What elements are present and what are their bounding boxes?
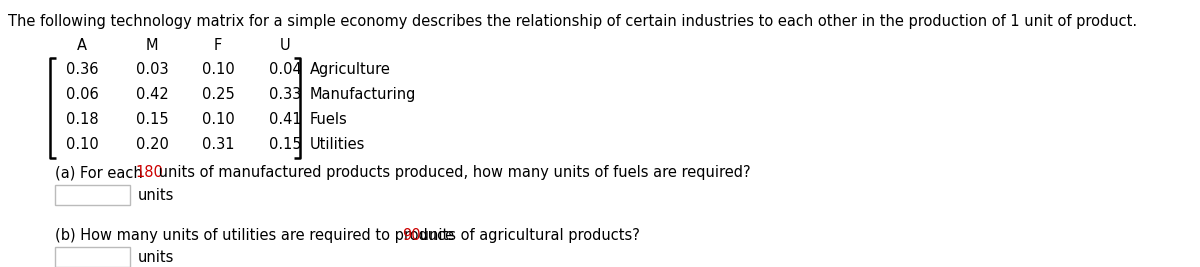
Text: 180: 180 [136,165,163,180]
Bar [55,185,130,205]
Text: 0.10: 0.10 [202,112,234,127]
Text: F: F [214,38,222,53]
Text: 0.03: 0.03 [136,62,168,77]
Text: 0.04: 0.04 [269,62,301,77]
Text: 0.25: 0.25 [202,87,234,102]
Text: 0.10: 0.10 [202,62,234,77]
Text: 90: 90 [402,228,421,243]
Text: (a) For each: (a) For each [55,165,148,180]
Text: units: units [138,187,174,202]
Text: 0.10: 0.10 [66,137,98,152]
Text: (b) How many units of utilities are required to produce: (b) How many units of utilities are requ… [55,228,458,243]
Text: 0.20: 0.20 [136,137,168,152]
Text: 0.15: 0.15 [136,112,168,127]
Text: 0.31: 0.31 [202,137,234,152]
Text: 0.41: 0.41 [269,112,301,127]
Text: Agriculture: Agriculture [310,62,391,77]
Bar [55,247,130,267]
Text: units of manufactured products produced, how many units of fuels are required?: units of manufactured products produced,… [155,165,751,180]
Text: 0.42: 0.42 [136,87,168,102]
Text: U: U [280,38,290,53]
Text: 0.33: 0.33 [269,87,301,102]
Text: units: units [138,249,174,265]
Text: M: M [145,38,158,53]
Text: units of agricultural products?: units of agricultural products? [415,228,640,243]
Text: 0.06: 0.06 [66,87,98,102]
Text: 0.36: 0.36 [66,62,98,77]
Text: The following technology matrix for a simple economy describes the relationship : The following technology matrix for a si… [8,14,1138,29]
Text: A: A [77,38,88,53]
Text: Manufacturing: Manufacturing [310,87,416,102]
Text: 0.15: 0.15 [269,137,301,152]
Text: Utilities: Utilities [310,137,365,152]
Text: 0.18: 0.18 [66,112,98,127]
Text: Fuels: Fuels [310,112,348,127]
